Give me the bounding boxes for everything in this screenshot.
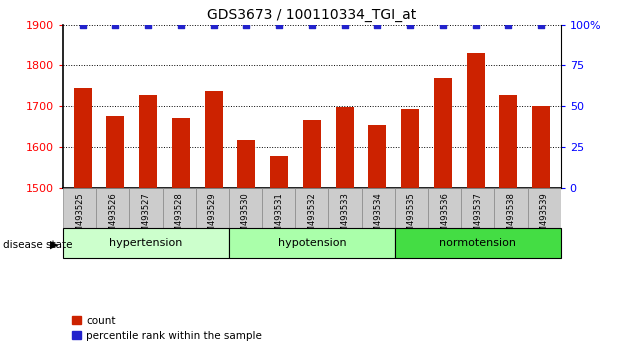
Bar <box>401 109 419 188</box>
Bar <box>527 188 561 228</box>
Bar <box>500 95 517 188</box>
Bar <box>163 188 196 228</box>
Text: GSM493536: GSM493536 <box>440 193 449 244</box>
Text: GSM493529: GSM493529 <box>208 193 217 243</box>
Bar <box>229 188 262 228</box>
Bar <box>532 106 550 188</box>
Bar <box>106 116 124 188</box>
Bar <box>270 156 288 188</box>
Text: GSM493534: GSM493534 <box>374 193 382 243</box>
Point <box>536 22 546 28</box>
Point <box>372 22 382 28</box>
Bar <box>395 228 561 258</box>
Point <box>274 22 284 28</box>
Bar <box>63 188 96 228</box>
Bar <box>395 188 428 228</box>
Bar <box>205 91 222 188</box>
Text: hypertension: hypertension <box>109 238 183 249</box>
Point <box>471 22 481 28</box>
Bar <box>229 228 395 258</box>
Bar <box>172 118 190 188</box>
Bar <box>129 188 163 228</box>
Bar <box>96 188 129 228</box>
Point <box>241 22 251 28</box>
Bar <box>461 188 495 228</box>
Bar <box>434 78 452 188</box>
Legend: count, percentile rank within the sample: count, percentile rank within the sample <box>68 312 266 345</box>
Text: GSM493533: GSM493533 <box>341 193 350 244</box>
Bar <box>74 88 91 188</box>
Bar <box>295 188 328 228</box>
Bar <box>303 120 321 188</box>
Text: GSM493538: GSM493538 <box>507 193 515 244</box>
Text: disease state: disease state <box>3 240 72 250</box>
Bar <box>362 188 395 228</box>
Point <box>405 22 415 28</box>
Text: GSM493537: GSM493537 <box>473 193 482 244</box>
Text: hypotension: hypotension <box>278 238 346 249</box>
Bar <box>369 125 386 188</box>
Point <box>438 22 448 28</box>
Bar <box>139 95 157 188</box>
Bar <box>467 53 484 188</box>
Bar <box>196 188 229 228</box>
Point <box>110 22 120 28</box>
Bar <box>336 107 353 188</box>
Point <box>77 22 88 28</box>
Point <box>307 22 317 28</box>
Text: GSM493528: GSM493528 <box>175 193 183 243</box>
Text: GSM493535: GSM493535 <box>407 193 416 243</box>
Text: normotension: normotension <box>439 238 516 249</box>
Point <box>503 22 513 28</box>
Bar <box>428 188 461 228</box>
Text: GSM493531: GSM493531 <box>274 193 283 243</box>
Bar <box>495 188 527 228</box>
Title: GDS3673 / 100110334_TGI_at: GDS3673 / 100110334_TGI_at <box>207 8 416 22</box>
Text: GSM493539: GSM493539 <box>540 193 549 243</box>
Bar <box>328 188 362 228</box>
Text: GSM493527: GSM493527 <box>142 193 151 243</box>
Text: GSM493530: GSM493530 <box>241 193 250 243</box>
Text: GSM493526: GSM493526 <box>108 193 117 243</box>
Text: GSM493525: GSM493525 <box>75 193 84 243</box>
Point <box>340 22 350 28</box>
Bar <box>262 188 295 228</box>
Text: GSM493532: GSM493532 <box>307 193 316 243</box>
Bar <box>63 228 229 258</box>
Bar <box>238 140 255 188</box>
Point <box>143 22 153 28</box>
Text: ▶: ▶ <box>50 240 59 250</box>
Point <box>209 22 219 28</box>
Point <box>176 22 186 28</box>
